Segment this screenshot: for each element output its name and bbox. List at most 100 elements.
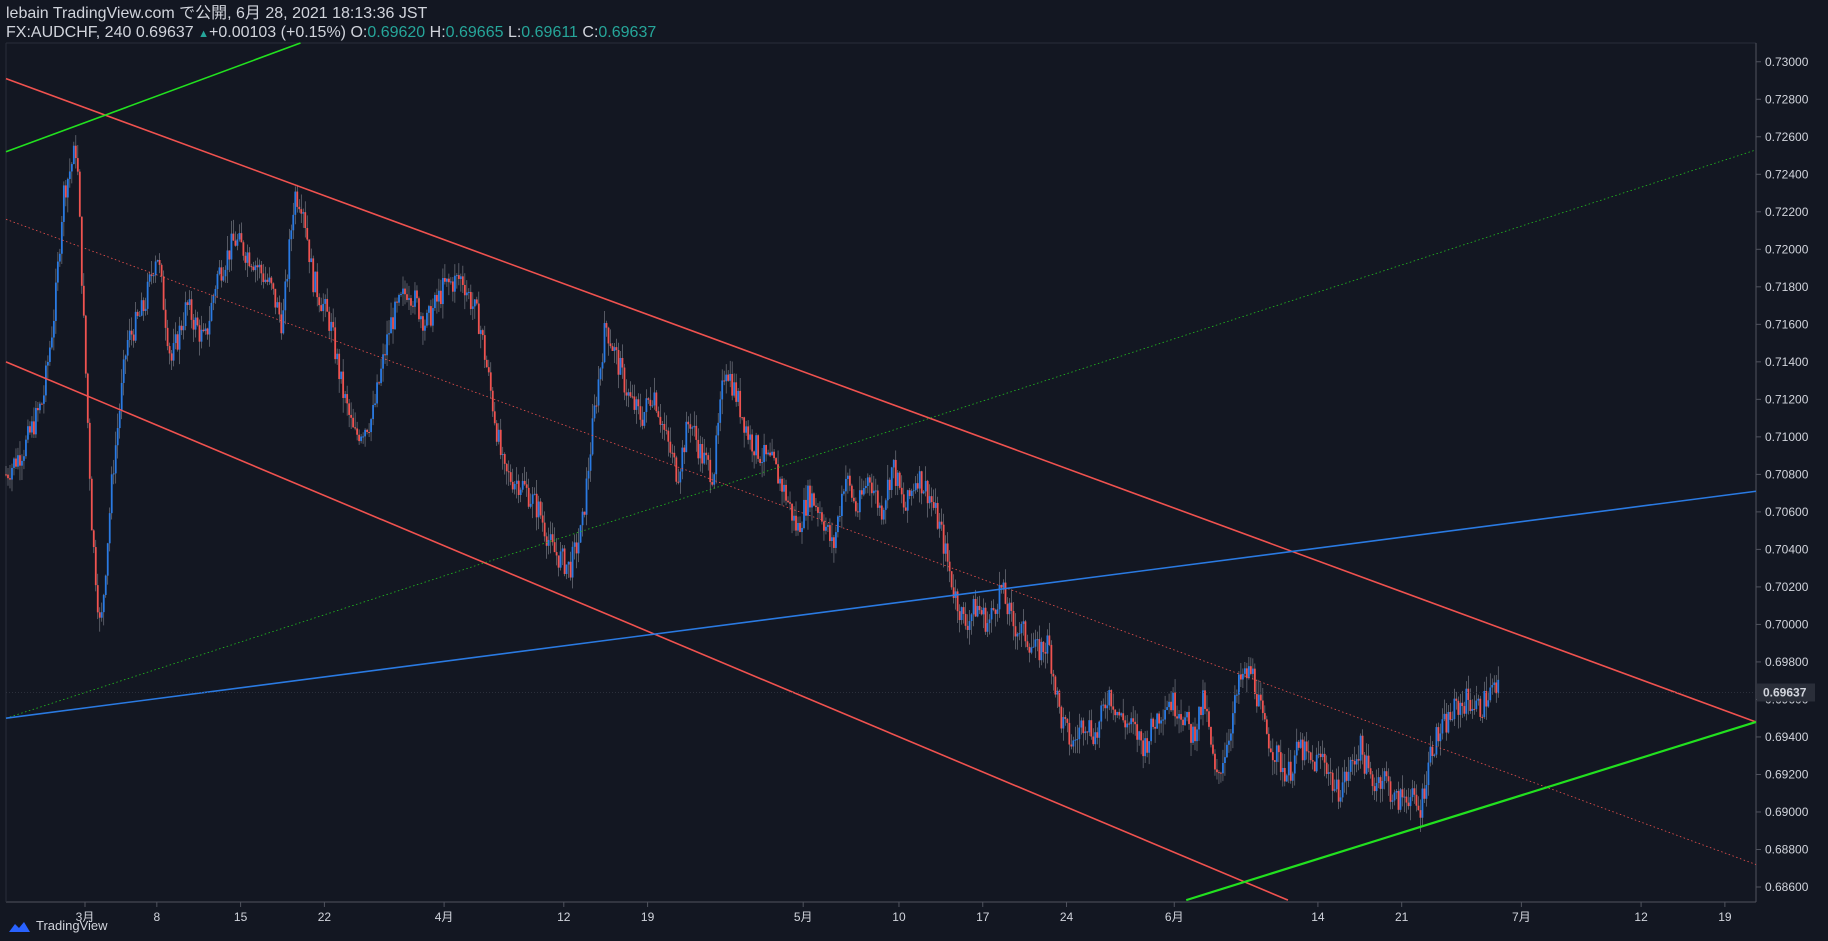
candle-body xyxy=(432,308,434,326)
candle-body xyxy=(1355,759,1358,765)
candle-body xyxy=(310,258,313,263)
channel-mid-line[interactable] xyxy=(5,218,1757,865)
candle-body xyxy=(946,543,949,562)
candle-body xyxy=(1104,704,1107,709)
candle-body xyxy=(809,485,811,508)
candle-body xyxy=(1050,644,1053,674)
candle-body xyxy=(551,534,554,543)
candle-body xyxy=(493,411,496,424)
last-price-label: 0.69637 xyxy=(1763,686,1807,700)
candle-body xyxy=(1309,752,1312,761)
candle-body xyxy=(72,145,75,165)
price-tick-label: 0.69400 xyxy=(1765,730,1809,744)
candle-body xyxy=(96,585,99,613)
candle-body xyxy=(856,511,859,513)
candle-body xyxy=(366,429,368,433)
channel-lower-line[interactable] xyxy=(5,361,1289,901)
candle-body xyxy=(461,276,464,285)
green-top-line[interactable] xyxy=(5,42,301,153)
candle-body xyxy=(593,405,596,419)
candle-body xyxy=(669,441,672,453)
candle-body xyxy=(1247,666,1250,679)
time-tick-label: 7月 xyxy=(1512,910,1531,924)
candle-body xyxy=(908,490,911,496)
blue-trend-line[interactable] xyxy=(5,490,1757,719)
candle-body xyxy=(1271,752,1274,761)
candle-body xyxy=(1385,771,1388,777)
candle-body xyxy=(286,278,289,282)
candle-body xyxy=(114,445,117,474)
candle-body xyxy=(1054,676,1057,695)
candle-body xyxy=(719,399,722,423)
tradingview-logo[interactable]: TradingView xyxy=(6,918,108,933)
candle-body xyxy=(80,216,83,286)
candle-body xyxy=(840,493,843,516)
candle-body xyxy=(282,310,285,334)
candle-body xyxy=(541,515,544,523)
price-tick-label: 0.72000 xyxy=(1765,242,1809,256)
candle-body xyxy=(619,357,622,375)
candle-body xyxy=(120,382,123,411)
candle-body xyxy=(1491,684,1494,688)
candle-body xyxy=(1056,690,1059,695)
channel-upper-line[interactable] xyxy=(5,77,1757,723)
candle-body xyxy=(144,308,147,311)
candle-body xyxy=(1425,785,1428,799)
candle-body xyxy=(152,275,155,277)
time-axis[interactable]: 3月 8 15 22 4月 12 19 5月 10 17 24 6月 14 21 7月 12 19 xyxy=(76,902,1732,924)
candle-body xyxy=(1118,711,1121,716)
candle-body xyxy=(587,470,590,479)
candle-body xyxy=(479,330,482,334)
candle-body xyxy=(1234,695,1236,714)
candle-body xyxy=(880,505,883,520)
price-axis[interactable]: 0.68600 0.68800 0.69000 0.69200 0.69400 0.696… xyxy=(1756,55,1809,894)
candle-body xyxy=(1040,641,1043,661)
time-tick-label: 6月 xyxy=(1165,910,1184,924)
candle-body xyxy=(110,474,113,514)
candle-body xyxy=(1467,688,1470,700)
candle-body xyxy=(1471,708,1474,711)
candle-body xyxy=(950,571,953,588)
price-tick-label: 0.68800 xyxy=(1765,842,1809,856)
time-tick-label: 19 xyxy=(641,910,655,924)
drawings[interactable] xyxy=(5,42,1757,902)
candle-body xyxy=(1335,779,1338,790)
candle-body xyxy=(244,255,247,263)
green-dotted-line[interactable] xyxy=(5,149,1757,719)
candle-body xyxy=(495,423,498,442)
candle-body xyxy=(980,610,983,615)
candle-body xyxy=(663,423,666,430)
candle-body xyxy=(146,281,149,309)
last-price: 0.69637 xyxy=(135,24,194,41)
candle-body xyxy=(1465,688,1468,714)
candle-body xyxy=(1299,739,1302,748)
candle-body xyxy=(1064,717,1067,719)
candle-body xyxy=(801,527,803,533)
candle-body xyxy=(1176,716,1178,719)
candle-body xyxy=(755,435,758,456)
candle-body xyxy=(33,421,35,435)
candle-body xyxy=(1020,623,1023,634)
candle-body xyxy=(21,460,23,466)
candle-body xyxy=(767,452,769,455)
candle-body xyxy=(1319,753,1322,758)
candle-body xyxy=(729,373,732,381)
price-tick-label: 0.71800 xyxy=(1765,280,1809,294)
candle-body xyxy=(1427,762,1430,786)
candle-body xyxy=(667,430,670,442)
candle-body xyxy=(39,403,41,411)
candle-body xyxy=(471,306,474,309)
candle-body xyxy=(436,294,438,302)
candle-body xyxy=(1497,679,1500,694)
price-tick-label: 0.72200 xyxy=(1765,205,1809,219)
candle-body xyxy=(1194,726,1196,742)
candle-body xyxy=(1222,763,1224,774)
candle-body xyxy=(1140,731,1143,741)
candle-body xyxy=(990,608,993,620)
candle-body xyxy=(1429,746,1432,763)
candle-body xyxy=(1090,720,1093,737)
green-bottom-line[interactable] xyxy=(1185,720,1757,902)
candle-body xyxy=(733,382,736,396)
candle-body xyxy=(1224,757,1226,764)
